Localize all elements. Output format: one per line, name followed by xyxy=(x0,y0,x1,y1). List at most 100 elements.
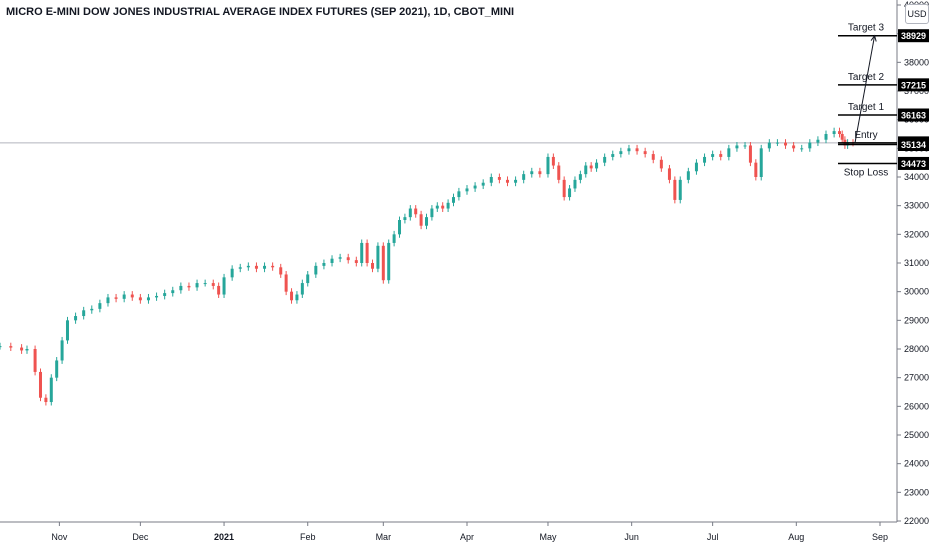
candle-body xyxy=(290,291,294,301)
candle-body xyxy=(138,297,142,301)
candle-body xyxy=(98,303,102,309)
candle-body xyxy=(578,174,582,180)
candle-body xyxy=(441,205,445,209)
candle-body xyxy=(627,148,631,152)
y-tick-label: 22000 xyxy=(904,516,929,526)
y-tick-label: 23000 xyxy=(904,487,929,497)
candle-body xyxy=(195,283,199,288)
candle-body xyxy=(551,156,555,166)
candle-body xyxy=(60,340,64,361)
x-tick-label: Sep xyxy=(872,532,888,542)
candle-body xyxy=(271,265,275,268)
candle-body xyxy=(238,267,242,269)
candle-body xyxy=(163,293,167,296)
candle-body xyxy=(49,377,53,403)
candle-body xyxy=(90,308,94,311)
candle-body xyxy=(187,285,191,288)
y-tick-label: 26000 xyxy=(904,401,929,411)
candle-body xyxy=(44,397,48,403)
candle-body xyxy=(767,142,771,149)
price-badge-label: 34473 xyxy=(901,159,926,169)
y-tick-label: 31000 xyxy=(904,258,929,268)
x-tick-label: Mar xyxy=(376,532,392,542)
candle-body xyxy=(694,162,698,172)
candle-body xyxy=(171,290,175,294)
trade-level-label: Stop Loss xyxy=(844,167,888,178)
y-tick-label: 34000 xyxy=(904,172,929,182)
y-tick-label: 28000 xyxy=(904,344,929,354)
candle-body xyxy=(473,185,477,189)
candle-body xyxy=(25,349,29,351)
candle-body xyxy=(82,310,86,317)
candle-body xyxy=(800,148,804,150)
price-badge-label: 36163 xyxy=(901,110,926,120)
candle-body xyxy=(522,174,526,180)
candle-body xyxy=(748,145,752,163)
candle-body xyxy=(735,145,739,149)
candle-body xyxy=(719,154,723,157)
x-tick-label: Aug xyxy=(788,532,804,542)
candle-body xyxy=(217,285,221,295)
candle-body xyxy=(759,148,763,177)
x-tick-label: Jul xyxy=(707,532,719,542)
chart-title: MICRO E-MINI DOW JONES INDUSTRIAL AVERAG… xyxy=(6,6,515,18)
candle-body xyxy=(398,220,402,235)
candle-body xyxy=(497,177,501,180)
candle-body xyxy=(603,156,607,163)
candle-body xyxy=(360,242,364,263)
y-tick-label: 25000 xyxy=(904,430,929,440)
y-tick-label: 24000 xyxy=(904,459,929,469)
candle-body xyxy=(211,283,215,286)
candle-body xyxy=(538,171,542,175)
candle-body xyxy=(65,320,69,341)
candle-body xyxy=(457,191,461,198)
candle-body xyxy=(146,297,150,301)
price-badge xyxy=(898,78,929,92)
candle-body xyxy=(33,349,37,372)
candle-body xyxy=(562,179,566,198)
x-tick-label: Dec xyxy=(132,532,149,542)
candle-body xyxy=(754,162,758,177)
candle-body xyxy=(619,151,623,155)
candle-body xyxy=(573,179,577,189)
candle-body xyxy=(481,182,485,186)
candle-body xyxy=(425,217,429,226)
currency-badge[interactable]: USD xyxy=(905,4,929,24)
candle-body xyxy=(419,214,423,226)
price-badge-label: 38929 xyxy=(901,31,926,41)
candle-body xyxy=(38,371,42,398)
price-badge-label: 35134 xyxy=(901,140,926,150)
candle-body xyxy=(514,179,518,183)
candle-body xyxy=(451,197,455,203)
candle-body xyxy=(792,145,796,149)
candle-body xyxy=(838,131,842,134)
candle-body xyxy=(354,260,358,263)
y-tick-label: 29000 xyxy=(904,315,929,325)
projection-arrow-line xyxy=(854,35,876,143)
candle-body xyxy=(338,257,342,259)
candle-body xyxy=(832,131,836,134)
candle-body xyxy=(430,208,434,218)
candle-body xyxy=(387,242,391,281)
candle-body xyxy=(505,179,509,183)
candle-body xyxy=(322,263,326,266)
x-tick-label: May xyxy=(539,532,557,542)
candle-body xyxy=(284,274,288,292)
candle-body xyxy=(263,265,267,269)
candle-body xyxy=(595,162,599,169)
candle-body xyxy=(775,142,779,144)
price-badge xyxy=(898,156,929,170)
candle-body xyxy=(465,188,469,192)
candle-body xyxy=(446,202,450,209)
candle-body xyxy=(279,267,283,275)
candle-body xyxy=(376,245,380,269)
trade-level-label: Target 2 xyxy=(848,72,885,83)
candle-body xyxy=(816,139,820,143)
candle-body xyxy=(106,297,110,304)
candle-body xyxy=(568,188,572,198)
candle-body xyxy=(0,346,2,348)
y-tick-label: 27000 xyxy=(904,373,929,383)
candle-body xyxy=(489,177,493,183)
candle-body xyxy=(392,234,396,243)
